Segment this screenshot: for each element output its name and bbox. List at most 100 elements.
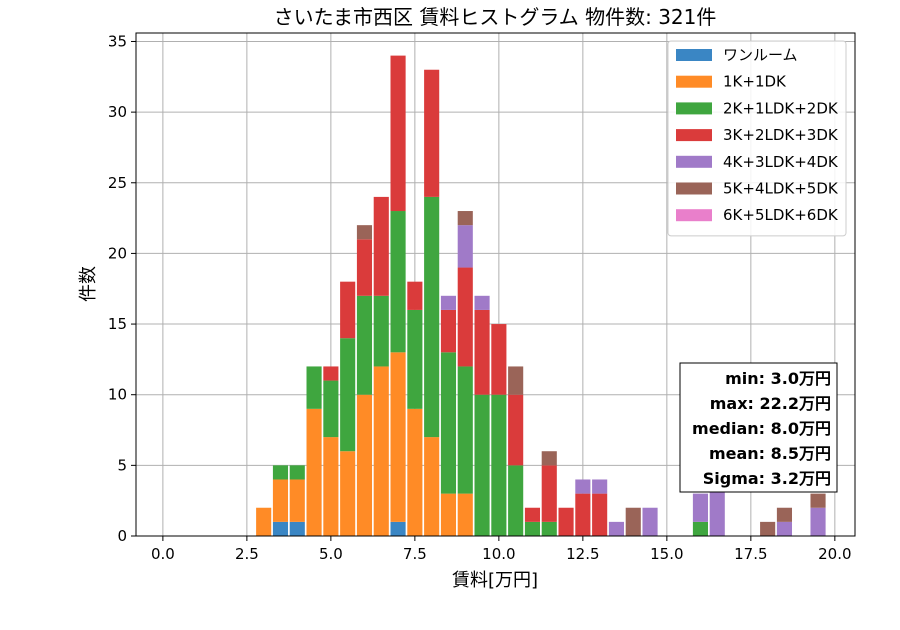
- legend-label: 6K+5LDK+6DK: [723, 206, 839, 224]
- stats-line: median: 8.0万円: [692, 419, 831, 438]
- bar-segment: [642, 507, 658, 536]
- bar-segment: [457, 225, 473, 268]
- bar-segment: [289, 465, 305, 480]
- y-tick-label: 25: [108, 174, 127, 192]
- x-tick-label: 20.0: [818, 545, 851, 563]
- bar-segment: [524, 521, 541, 536]
- y-tick-label: 30: [108, 103, 127, 121]
- bar-segment: [776, 507, 793, 522]
- x-tick-label: 10.0: [482, 545, 515, 563]
- legend-label: 5K+4LDK+5DK: [723, 180, 839, 198]
- bar-segment: [810, 493, 826, 508]
- stats-box-frame: [679, 362, 838, 493]
- y-tick-label: 0: [117, 527, 127, 545]
- bar-segment: [692, 493, 709, 522]
- bar-segment: [474, 309, 490, 395]
- y-tick-label: 5: [117, 456, 127, 474]
- legend-swatch: [676, 182, 712, 195]
- legend-label: ワンルーム: [723, 46, 798, 64]
- bar-segment: [390, 352, 406, 522]
- x-tick-label: 12.5: [566, 545, 599, 563]
- x-tick-label: 2.5: [235, 545, 259, 563]
- bar-segment: [289, 479, 305, 522]
- legend-swatch: [676, 49, 712, 61]
- legend-swatch: [676, 75, 712, 88]
- x-tick-label: 7.5: [403, 545, 427, 563]
- bar-segment: [256, 507, 272, 536]
- bar-segment: [340, 281, 356, 339]
- bar-segment: [508, 366, 524, 395]
- bar-segment: [407, 309, 423, 409]
- bar-segment: [508, 465, 524, 536]
- chart-title: さいたま市西区 賃料ヒストグラム 物件数: 321件: [274, 5, 717, 29]
- bar-segment: [424, 196, 440, 438]
- bar-segment: [508, 394, 524, 466]
- bar-segment: [390, 521, 406, 536]
- bar-segment: [692, 521, 709, 536]
- stats-line: max: 22.2万円: [710, 394, 831, 413]
- legend-box: [667, 40, 847, 237]
- legend-label: 3K+2LDK+3DK: [723, 126, 839, 144]
- stats-box: min: 3.0万円 max: 22.2万円 median: 8.0万円 mean: …: [679, 362, 838, 493]
- bar-segment: [440, 352, 457, 494]
- bar-segment: [356, 394, 373, 536]
- bar-segment: [575, 493, 591, 536]
- stats-line: mean: 8.5万円: [709, 444, 831, 463]
- bar-segment: [407, 281, 423, 310]
- x-tick-label: 5.0: [319, 545, 343, 563]
- legend-label: 1K+1DK: [723, 73, 787, 91]
- bar-segment: [760, 521, 776, 536]
- bar-segment: [440, 309, 457, 353]
- bar-segment: [810, 507, 826, 536]
- bar-segment: [457, 267, 473, 367]
- bar-segment: [491, 394, 507, 536]
- x-axis-label: 賃料[万円]: [452, 570, 538, 591]
- bar-segment: [457, 211, 473, 226]
- bar-segment: [440, 493, 457, 536]
- bar-segment: [373, 366, 389, 536]
- bar-segment: [356, 295, 373, 395]
- bar-segment: [524, 507, 541, 522]
- bar-segment: [340, 338, 356, 452]
- x-tick-label: 15.0: [650, 545, 683, 563]
- bar-segment: [592, 493, 608, 536]
- x-axis-ticks: 0.0 2.5 5.0 7.5 10.0 12.5 15.0 17.5 20.0: [151, 536, 852, 563]
- bar-segment: [407, 408, 423, 536]
- plot-frame: [135, 32, 856, 537]
- bar-segment: [356, 239, 373, 296]
- bar-segment: [373, 196, 389, 296]
- bar-segment: [356, 225, 373, 240]
- bar-segment: [541, 451, 557, 466]
- y-axis-label: 件数: [78, 266, 99, 302]
- legend-swatch: [676, 209, 712, 222]
- x-tick-label: 17.5: [734, 545, 767, 563]
- bar-segment: [323, 366, 339, 381]
- bar-segment: [306, 366, 322, 409]
- legend: ワンルーム 1K+1DK 2K+1LDK+2DK 3K+2LDK+3DK 4K+3LDK…: [667, 40, 847, 237]
- bar-segment: [323, 380, 339, 438]
- legend-swatch: [676, 155, 712, 168]
- bar-segment: [474, 295, 490, 310]
- bar-segment: [424, 437, 440, 536]
- bar-segment: [390, 211, 406, 353]
- bar-segment: [491, 324, 507, 395]
- bar-segment: [709, 479, 725, 536]
- bar-segment: [457, 366, 473, 494]
- y-tick-label: 20: [108, 244, 127, 262]
- bar-segment: [474, 394, 490, 536]
- bar-segment: [558, 507, 574, 536]
- y-axis-ticks: 0 5 10 15 20 25 30 35: [108, 32, 136, 545]
- legend-label: 2K+1LDK+2DK: [723, 99, 839, 117]
- legend-swatch: [676, 102, 712, 115]
- bar-segment: [340, 451, 356, 536]
- bar-segment: [776, 521, 793, 536]
- bar-segment: [373, 295, 389, 367]
- x-tick-label: 0.0: [151, 545, 175, 563]
- bar-segment: [323, 437, 339, 536]
- bar-segment: [440, 295, 457, 310]
- bars: [256, 55, 826, 536]
- stats-line: min: 3.0万円: [725, 369, 831, 388]
- legend-label: 4K+3LDK+4DK: [723, 153, 839, 171]
- bar-segment: [625, 507, 641, 536]
- bar-segment: [424, 69, 440, 197]
